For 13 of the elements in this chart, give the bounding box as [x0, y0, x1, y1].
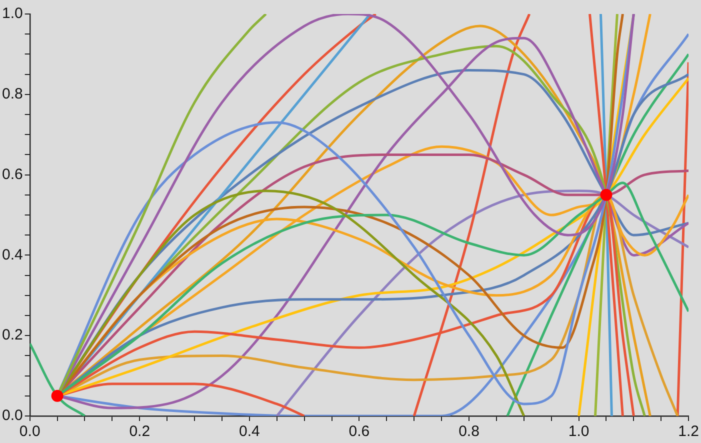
x-tick-label: 0.6	[348, 423, 370, 440]
x-tick-label: 1.2	[678, 423, 700, 440]
x-tick-label: 0.8	[458, 423, 480, 440]
y-tick-label: 0.8	[2, 86, 23, 103]
y-tick-label: 0.0	[2, 407, 23, 424]
y-tick-label: 1.0	[2, 5, 23, 22]
x-tick-label: 1.0	[568, 423, 590, 440]
x-tick-label: 0.4	[238, 423, 260, 440]
y-tick-label: 0.6	[2, 166, 23, 183]
y-tick-label: 0.4	[2, 246, 23, 264]
y-tick-label: 0.2	[2, 326, 23, 344]
x-tick-label: 0.0	[19, 423, 40, 440]
x-tick-label: 0.2	[129, 423, 150, 440]
